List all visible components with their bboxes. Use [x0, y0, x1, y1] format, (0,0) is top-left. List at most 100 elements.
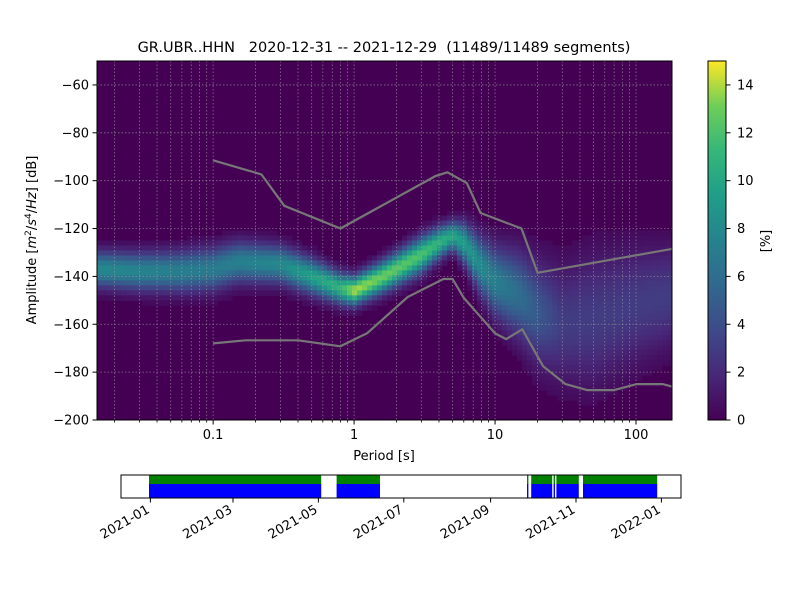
- heatmap-cell: [352, 290, 358, 296]
- heatmap-cell: [587, 270, 593, 277]
- heatmap-cell: [562, 315, 568, 321]
- heatmap-cell: [242, 245, 248, 252]
- heatmap-cell: [187, 275, 193, 281]
- heatmap-cell: [572, 320, 578, 326]
- heatmap-cell: [172, 255, 178, 262]
- heatmap-cell: [592, 280, 598, 286]
- heatmap-cell: [407, 270, 413, 277]
- heatmap-cell: [602, 235, 608, 242]
- heatmap-cell: [612, 375, 618, 381]
- y-tick-label: −160: [53, 318, 89, 333]
- heatmap-cell: [327, 300, 333, 306]
- heatmap-cell: [432, 215, 438, 222]
- heatmap-cell: [567, 255, 573, 262]
- heatmap-cell: [172, 285, 178, 291]
- heatmap-cell: [587, 255, 593, 262]
- heatmap-cell: [102, 295, 108, 301]
- heatmap-cell: [627, 355, 633, 361]
- heatmap-cell: [502, 260, 508, 267]
- heatmap-cell: [117, 255, 123, 262]
- heatmap-cell: [247, 255, 253, 262]
- heatmap-cell: [542, 270, 548, 277]
- heatmap-cell: [612, 345, 618, 351]
- heatmap-cell: [422, 225, 428, 232]
- heatmap-cell: [202, 295, 208, 301]
- heatmap-cell: [257, 270, 263, 277]
- heatmap-cell: [552, 300, 558, 306]
- heatmap-cell: [657, 230, 663, 237]
- heatmap-cell: [547, 300, 553, 306]
- heatmap-cell: [482, 235, 488, 242]
- heatmap-cell: [652, 330, 658, 336]
- heatmap-cell: [582, 360, 588, 366]
- heatmap-cell: [582, 310, 588, 316]
- heatmap-cell: [512, 285, 518, 291]
- heatmap-cell: [647, 270, 653, 277]
- heatmap-cell: [257, 240, 263, 247]
- heatmap-cell: [477, 275, 483, 281]
- heatmap-cell: [342, 285, 348, 291]
- heatmap-cell: [627, 285, 633, 291]
- heatmap-cell: [427, 235, 433, 242]
- heatmap-cell: [187, 250, 193, 257]
- heatmap-cell: [617, 240, 623, 247]
- heatmap-cell: [327, 255, 333, 262]
- heatmap-cell: [532, 305, 538, 311]
- heatmap-cell: [517, 270, 523, 277]
- heatmap-cell: [642, 245, 648, 252]
- heatmap-cell: [107, 245, 113, 252]
- heatmap-cell: [537, 375, 543, 381]
- heatmap-cell: [542, 330, 548, 336]
- heatmap-cell: [557, 290, 563, 296]
- heatmap-cell: [317, 300, 323, 306]
- heatmap-cell: [437, 255, 443, 262]
- heatmap-cell: [557, 245, 563, 252]
- heatmap-cell: [667, 350, 672, 356]
- heatmap-cell: [517, 335, 523, 341]
- heatmap-cell: [652, 355, 658, 361]
- heatmap-cell: [667, 260, 672, 267]
- heatmap-cell: [137, 295, 143, 301]
- heatmap-cell: [277, 280, 283, 286]
- heatmap-cell: [452, 240, 458, 247]
- heatmap-cell: [552, 320, 558, 326]
- heatmap-cell: [622, 230, 628, 237]
- heatmap-cell: [572, 245, 578, 252]
- heatmap-cell: [632, 260, 638, 267]
- heatmap-cell: [457, 235, 463, 242]
- heatmap-cell: [632, 245, 638, 252]
- heatmap-cell: [542, 255, 548, 262]
- heatmap-cell: [657, 255, 663, 262]
- heatmap-cell: [487, 260, 493, 267]
- heatmap-cell: [622, 375, 628, 381]
- heatmap-cell: [607, 265, 613, 272]
- heatmap-cell: [382, 250, 388, 257]
- heatmap-cell: [612, 295, 618, 301]
- heatmap-cell: [252, 255, 258, 262]
- heatmap-cell: [432, 265, 438, 272]
- heatmap-cell: [157, 290, 163, 296]
- heatmap-cell: [307, 255, 313, 262]
- heatmap-cell: [107, 240, 113, 247]
- heatmap-cell: [252, 240, 258, 247]
- heatmap-cell: [162, 285, 168, 291]
- heatmap-cell: [627, 245, 633, 252]
- heatmap-cell: [527, 345, 533, 351]
- heatmap-cell: [582, 275, 588, 281]
- heatmap-cell: [402, 260, 408, 267]
- heatmap-cell: [517, 340, 523, 346]
- heatmap-cell: [462, 210, 468, 217]
- heatmap-cell: [407, 235, 413, 242]
- heatmap-cell: [477, 300, 483, 306]
- heatmap-cell: [557, 275, 563, 281]
- heatmap-cell: [627, 365, 633, 371]
- heatmap-cell: [392, 295, 398, 301]
- heatmap-cell: [527, 275, 533, 281]
- heatmap-cell: [347, 300, 353, 306]
- heatmap-cell: [532, 290, 538, 296]
- heatmap-cell: [552, 295, 558, 301]
- heatmap-cell: [592, 370, 598, 376]
- heatmap-cell: [562, 285, 568, 291]
- heatmap-cell: [147, 255, 153, 262]
